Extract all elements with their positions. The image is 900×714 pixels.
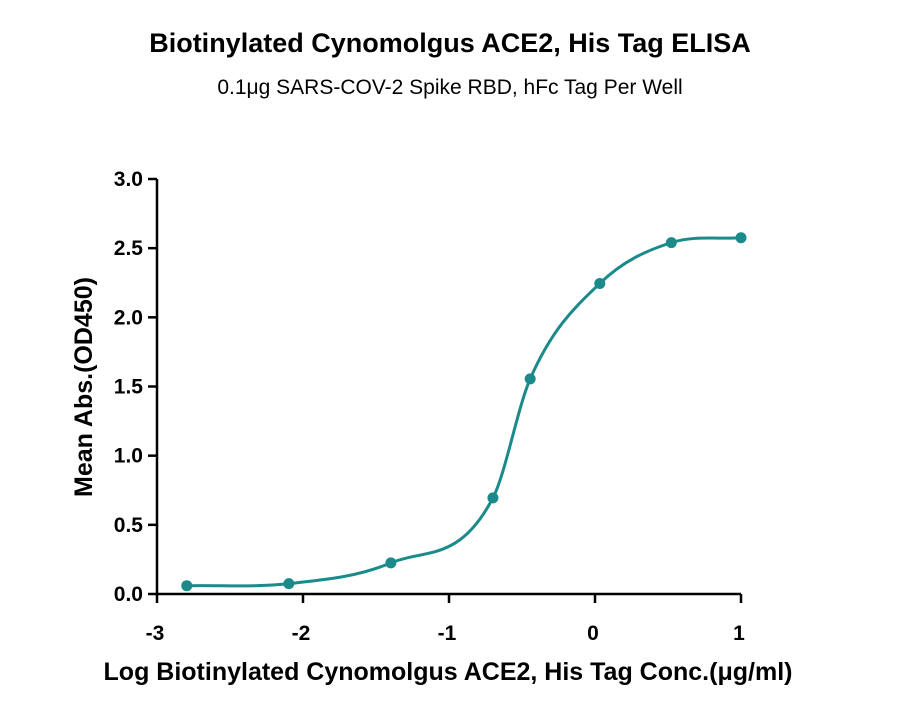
x-tick-label: -1: [438, 622, 457, 645]
axes: 0.0 0.5 1.0 1.5 2.0 2.5 3.0 -3 -2 -1 0 1: [114, 168, 745, 645]
data-points-layer: [181, 232, 747, 592]
y-tick-label: 3.0: [114, 168, 143, 191]
y-tick-label: 0.5: [114, 514, 144, 537]
x-tick-label: -3: [146, 622, 165, 645]
fit-curve: [186, 236, 742, 588]
y-tick-label: 2.5: [114, 237, 144, 260]
data-point: [594, 277, 606, 289]
x-axis-title: Log Biotinylated Cynomolgus ACE2, His Ta…: [104, 658, 793, 686]
chart-subtitle: 0.1μg SARS-COV-2 Spike RBD, hFc Tag Per …: [217, 76, 683, 99]
data-point: [385, 557, 397, 569]
data-point: [181, 580, 193, 592]
y-tick-label: 0.0: [114, 583, 143, 606]
x-tick-label: -2: [292, 622, 311, 645]
data-point: [283, 578, 295, 590]
y-tick-label: 2.0: [114, 306, 143, 329]
x-tick-label: 0: [587, 622, 599, 645]
x-tick-label: 1: [733, 622, 745, 645]
data-point: [665, 237, 677, 249]
y-axis-title: Mean Abs.(OD450): [70, 277, 98, 497]
data-point: [524, 373, 536, 385]
data-point: [735, 232, 747, 244]
y-tick-label: 1.0: [114, 445, 143, 468]
fit-curve-layer: [186, 236, 742, 588]
data-point: [487, 492, 499, 504]
y-tick-label: 1.5: [114, 376, 144, 399]
chart-title: Biotinylated Cynomolgus ACE2, His Tag EL…: [149, 28, 751, 58]
